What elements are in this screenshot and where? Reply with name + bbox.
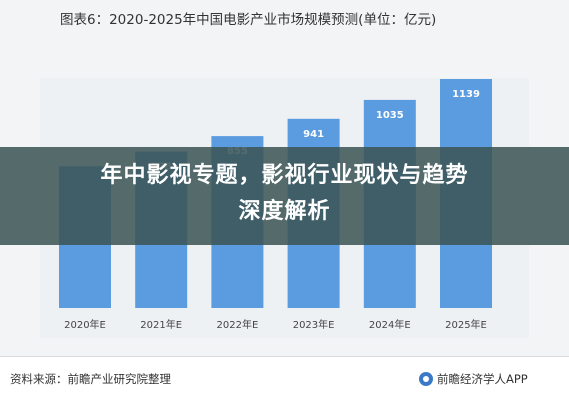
bar-value-label: 941	[303, 129, 324, 140]
footer-divider	[0, 356, 569, 357]
x-axis-ticks: 2020年E 2021年E 2022年E 2023年E 2024年E 2025年E	[64, 318, 487, 331]
x-tick-label: 2022年E	[217, 318, 259, 331]
overlay-title-line1: 年中影视专题，影视行业现状与趋势	[100, 163, 469, 188]
bar-value-label: 1139	[452, 89, 480, 100]
x-tick-label: 2020年E	[64, 318, 106, 331]
brand-label: 前瞻经济学人APP	[437, 372, 528, 386]
x-tick-label: 2021年E	[140, 318, 182, 331]
chart-title: 图表6：2020-2025年中国电影产业市场规模预测(单位：亿元)	[60, 12, 437, 28]
x-tick-label: 2025年E	[445, 318, 487, 331]
bar-value-label: 1035	[376, 110, 404, 121]
footer	[0, 357, 569, 400]
x-tick-label: 2023年E	[293, 318, 335, 331]
title-overlay-banner	[0, 147, 569, 245]
source-note: 资料来源：前瞻产业研究院整理	[10, 372, 171, 386]
x-tick-label: 2024年E	[369, 318, 411, 331]
overlay-title-line2: 深度解析	[238, 199, 331, 224]
brand-logo-icon	[419, 372, 433, 386]
overlay-title: 年中影视专题，影视行业现状与趋势 深度解析	[0, 158, 569, 230]
